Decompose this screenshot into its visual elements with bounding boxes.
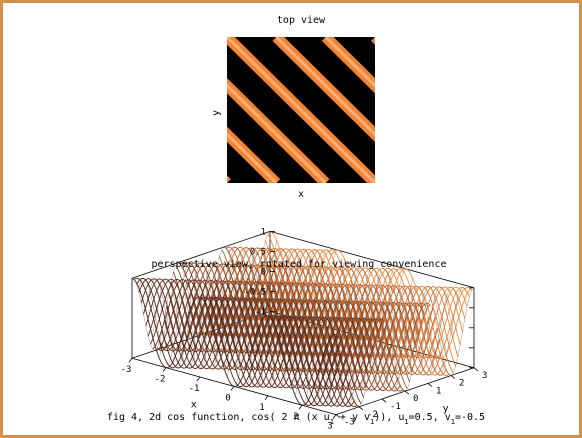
surface-cross-line [145,247,284,352]
heatmap-stripe-core [275,37,375,137]
top-view-xlabel: x [298,189,304,200]
heatmap-stripe-core [227,83,327,183]
y-tick-mark [381,398,387,403]
surface-cross-line [329,287,468,407]
surface-cross-line [288,285,427,390]
x-tick-label: 3 [327,422,332,432]
surface-cross-line [138,240,277,351]
surface-cross-line [220,266,359,371]
surface-cross-line [261,268,400,388]
surface-cross-line [322,286,461,407]
surface-box-edge [269,231,475,289]
surface-cross-line [254,268,393,388]
x-tick-label: 0 [225,393,230,403]
surface-cross-line [206,259,345,370]
x-tick-mark [128,357,133,363]
x-tick-mark [298,404,303,410]
y-tick-label: 3 [482,371,487,381]
x-tick-mark [264,395,269,401]
heatmap-stripe-core [424,37,572,183]
x-tick-mark [230,386,235,391]
surface-cross-line [159,248,298,359]
top-view-title: top view [277,15,326,26]
caption-part-5: =-0.5 [455,412,485,423]
heatmap-stripe-core [30,37,178,183]
y-tick-mark [358,406,364,411]
surface-cross-line [165,248,305,368]
caption-part-3: )), u [374,412,404,423]
z-tick-label: 0 [261,267,266,277]
surface-cross-line [267,268,407,389]
heatmap-stripe [371,37,375,45]
y-tick-label: 1 [436,386,441,396]
surface-axes: 1 0.5 0 -0.5 -1 -3 -2 -1 0 1 2 3 -3 -2 -1 0 1 2 3 x y [121,227,488,431]
perspective-title: perspective view, rotated for viewing co… [151,259,446,270]
heatmap-stripe [424,37,572,183]
surface-mesh [131,231,475,408]
caption-part-1: fig 4, 2d cos function, cos( 2 π (x u [107,412,330,423]
y-tick-label: 0 [413,394,418,404]
heatmap-stripe-core [324,37,375,88]
surface-cross-line [308,286,447,406]
figure-canvas: top view x y 1 0.5 0 -0.5 -1 -3 -2 -1 0 1 2 3 -3 -2 -1… [30,15,572,432]
surface-cross-line [172,248,311,369]
top-view-ylabel: y [211,110,222,116]
heatmap-stripe-core [227,132,278,183]
caption-sub-1: 1 [330,418,334,426]
surface-ylabel: y [443,404,449,415]
x-tick-label: -1 [189,384,200,394]
caption-part-2: + y v [334,412,370,423]
surface-cross-line [301,285,441,406]
surface-cross-line [233,267,373,387]
x-tick-label: 2 [293,412,298,422]
y-tick-label: -3 [344,418,355,428]
y-tick-mark [335,414,341,418]
x-tick-mark [196,376,201,382]
caption-part-4: =0.5, v [409,412,451,423]
caption-sub-3: 1 [404,418,408,426]
surface-cross-line [315,286,454,407]
z-tick-label: -0.5 [244,287,266,297]
y-tick-mark [404,390,410,395]
surface-box-edge [131,231,271,279]
heatmap-stripe [30,37,178,183]
heatmap-stripe-core [227,37,375,183]
caption-sub-4: 1 [451,418,455,426]
surface-cross-line [274,278,413,389]
surface-cross-line [227,266,366,377]
x-tick-label: 1 [259,403,264,413]
surface-cross-line [281,284,420,389]
heatmap-stripe-core [373,37,375,40]
y-tick-mark [427,383,433,387]
x-tick-mark [332,414,337,419]
heatmap-stripe-core [227,180,229,183]
surface-cross-line [295,285,434,396]
figure-caption: fig 4, 2d cos function, cos( 2 π (x u1 +… [107,412,485,426]
x-tick-label: -3 [121,365,132,375]
y-tick-mark [473,367,479,372]
surface-cross-line [193,249,332,370]
surface-cross-line [247,267,386,388]
surface-cross-line [152,247,291,352]
surface-cross-line [186,249,325,369]
y-tick-mark [450,375,456,379]
x-tick-mark [162,367,167,372]
y-tick-label: -1 [390,402,401,412]
x-tick-label: -2 [155,375,166,385]
figure-frame: top view x y 1 0.5 0 -0.5 -1 -3 -2 -1 0 1 2 3 -3 -2 -1… [3,3,579,435]
surface-cross-line [240,267,379,387]
y-tick-label: 2 [459,379,464,389]
z-tick-label: -1 [255,307,266,317]
caption-sub-2: 1 [370,418,374,426]
surface-cross-line [179,248,318,369]
z-tick-label: 0.5 [250,247,266,257]
z-tick-label: 1 [261,227,266,237]
surface-cross-line [213,266,352,371]
heatmap-stripes [30,37,572,183]
surface-xlabel: x [191,400,197,411]
y-tick-label: -2 [367,410,378,420]
heatmap-stripe [227,175,231,183]
